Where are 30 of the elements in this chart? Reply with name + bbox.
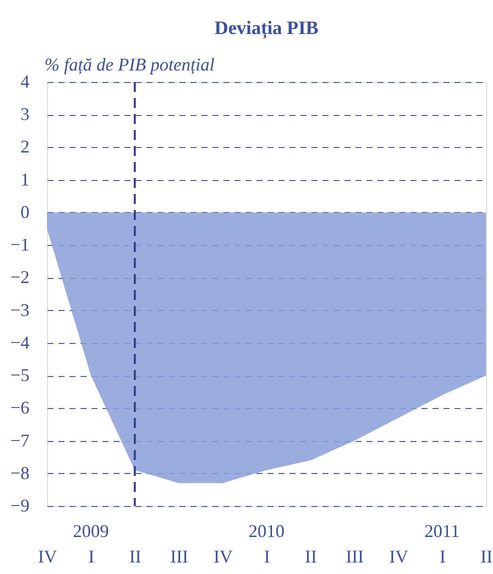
y-tick-label: −6 <box>10 398 30 418</box>
x-tick-label: IV <box>214 546 233 566</box>
y-tick-label: 3 <box>20 104 30 124</box>
x-tick-label: IV <box>389 546 408 566</box>
x-tick-label: III <box>170 546 188 566</box>
text: 2010 <box>248 521 284 541</box>
y-axis-title: % față de PIB potențial <box>44 54 214 74</box>
y-tick-label: −3 <box>10 300 30 320</box>
y-tick-label: 2 <box>20 136 30 157</box>
x-tick-label: III <box>346 546 364 566</box>
x-tick-label: I <box>440 546 446 566</box>
y-tick-label: −8 <box>10 462 30 483</box>
y-tick-label: −7 <box>10 430 30 450</box>
x-tick-label: II <box>129 546 142 566</box>
x-tick-label: I <box>88 546 94 566</box>
x-tick-label: II <box>480 546 492 566</box>
y-tick-label: 1 <box>20 169 30 190</box>
y-tick-label: 0 <box>20 202 30 222</box>
y-tick-label: −9 <box>10 496 30 516</box>
text: 2011 <box>424 521 460 541</box>
x-tick-label: I <box>264 546 270 566</box>
x-tick-label: IV <box>38 546 57 566</box>
y-tick-label: −2 <box>10 267 30 288</box>
chart-title: Deviația PIB <box>214 18 319 39</box>
x-tick-label: II <box>304 546 317 566</box>
text: 2009 <box>72 521 109 541</box>
y-tick-label: 4 <box>20 72 30 92</box>
y-tick-label: −1 <box>10 234 30 255</box>
y-tick-label: −4 <box>10 332 30 352</box>
y-tick-label: −5 <box>10 365 30 386</box>
